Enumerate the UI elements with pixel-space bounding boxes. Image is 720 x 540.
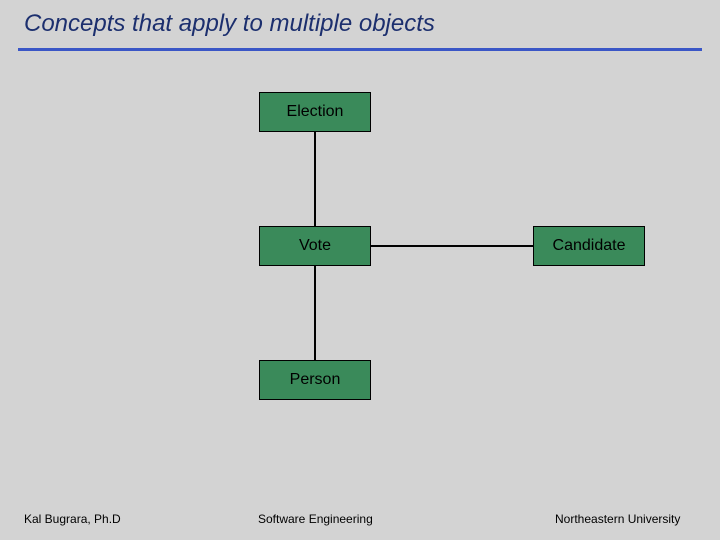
footer-university: Northeastern University [555, 512, 680, 526]
title-underline [18, 48, 702, 51]
node-label-vote: Vote [299, 237, 331, 255]
node-election: Election [259, 92, 371, 132]
node-label-person: Person [290, 371, 341, 389]
footer-author: Kal Bugrara, Ph.D [24, 512, 121, 526]
slide: Concepts that apply to multiple objects … [0, 0, 720, 540]
edge-vote-person [314, 266, 316, 360]
slide-title: Concepts that apply to multiple objects [24, 10, 435, 38]
footer-course: Software Engineering [258, 512, 373, 526]
node-label-election: Election [287, 103, 344, 121]
node-vote: Vote [259, 226, 371, 266]
edge-vote-candidate [371, 245, 533, 247]
node-candidate: Candidate [533, 226, 645, 266]
edge-election-vote [314, 132, 316, 226]
node-label-candidate: Candidate [553, 237, 626, 255]
node-person: Person [259, 360, 371, 400]
